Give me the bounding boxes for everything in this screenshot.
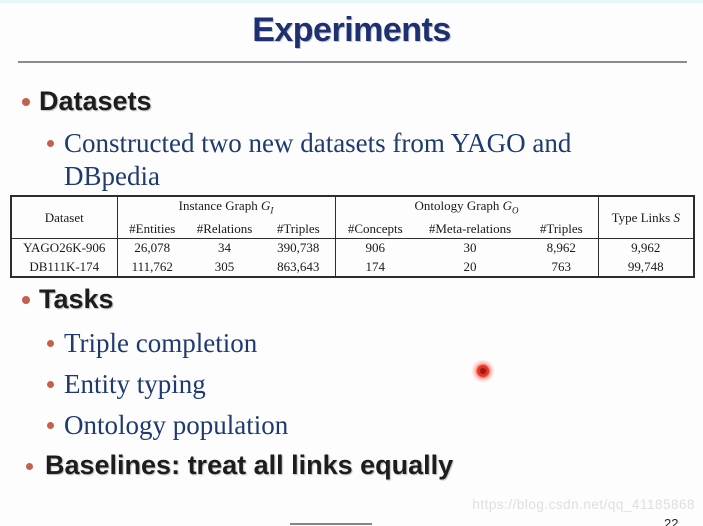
col-header-ontology-triples: #Triples bbox=[525, 219, 599, 240]
cell-ontology-triples: 8,962 bbox=[525, 238, 599, 258]
col-header-type-links: Type Links S bbox=[598, 196, 695, 240]
bullet-label: Ontology population bbox=[64, 410, 289, 440]
title-divider bbox=[18, 61, 687, 63]
bullet-icon bbox=[47, 422, 54, 429]
bullet-item-entity-typing: Entity typing bbox=[47, 368, 206, 401]
cell-relations: 305 bbox=[214, 258, 235, 274]
bullet-item-baselines: Baselines: treat all links equally bbox=[26, 450, 453, 481]
cell-dataset: YAGO26K-906 bbox=[11, 238, 118, 258]
col-header-entities: #Entities bbox=[117, 219, 187, 240]
bullet-label: Triple completion bbox=[64, 328, 258, 358]
bullet-label: Datasets bbox=[39, 86, 152, 116]
table-row: DB111K-174 111,762 305 863,643 174 20 76… bbox=[11, 257, 694, 277]
bullet-icon bbox=[47, 381, 54, 388]
datasets-table: Dataset Instance Graph GI Ontology Graph… bbox=[10, 195, 696, 278]
top-edge-strip bbox=[0, 0, 703, 3]
col-label: Type Links bbox=[611, 209, 674, 225]
bullet-item-tasks: Tasks bbox=[22, 284, 114, 315]
page-number: 22 bbox=[664, 516, 679, 526]
cell-meta-relations: 30 bbox=[463, 240, 477, 256]
math-symbol-G: G bbox=[502, 198, 513, 213]
group-header-instance-graph: Instance Graph GI bbox=[117, 196, 336, 220]
col-header-relations: #Relations bbox=[187, 219, 262, 240]
cell-dataset: DB111K-174 bbox=[11, 257, 118, 277]
group-header-ontology-graph: Ontology Graph GO bbox=[335, 196, 599, 220]
col-header-meta-relations: #Meta-relations bbox=[415, 219, 526, 240]
cell-instance-triples: 863,643 bbox=[262, 257, 336, 277]
bullet-icon bbox=[22, 296, 30, 304]
cell-relations: 34 bbox=[218, 240, 231, 256]
col-header-concepts: #Concepts bbox=[335, 219, 416, 240]
bottom-edge-line bbox=[290, 523, 372, 525]
cell-entities: 111,762 bbox=[131, 258, 173, 274]
cell-ontology-triples: 763 bbox=[525, 257, 599, 277]
bullet-item-constructed: Constructed two new datasets from YAGO a… bbox=[47, 127, 654, 193]
cell-type-links: 99,748 bbox=[627, 258, 664, 274]
bullet-icon bbox=[22, 98, 30, 106]
bullet-icon bbox=[26, 463, 33, 470]
bullet-item-triple-completion: Triple completion bbox=[47, 327, 257, 360]
cell-type-links: 9,962 bbox=[631, 240, 661, 256]
bullet-label: Constructed two new datasets from YAGO a… bbox=[64, 128, 572, 191]
col-header-instance-triples: #Triples bbox=[262, 219, 336, 240]
bullet-icon bbox=[47, 140, 54, 147]
cell-instance-triples: 390,738 bbox=[262, 238, 336, 258]
bullet-label: Baselines: treat all links equally bbox=[45, 450, 454, 480]
laser-pointer-dot bbox=[471, 359, 495, 383]
col-header-dataset: Dataset bbox=[11, 196, 118, 240]
math-subscript: I bbox=[270, 205, 274, 216]
math-subscript: O bbox=[512, 205, 519, 216]
bullet-icon bbox=[47, 340, 54, 347]
cell-concepts: 174 bbox=[365, 258, 386, 274]
table-row: YAGO26K-906 26,078 34 390,738 906 30 8,9… bbox=[11, 238, 694, 258]
slide-title: Experiments bbox=[252, 11, 451, 49]
bullet-item-ontology-population: Ontology population bbox=[47, 409, 288, 442]
watermark: https://blog.csdn.net/qq_41185868 bbox=[472, 497, 695, 512]
bullet-item-datasets: Datasets bbox=[22, 86, 152, 117]
bullet-label: Entity typing bbox=[64, 369, 206, 399]
group-label: Ontology Graph bbox=[414, 198, 503, 213]
bullet-label: Tasks bbox=[39, 284, 114, 314]
cell-meta-relations: 20 bbox=[463, 258, 477, 274]
cell-concepts: 906 bbox=[365, 240, 386, 256]
cell-entities: 26,078 bbox=[134, 240, 171, 256]
math-symbol-S: S bbox=[673, 209, 680, 225]
math-symbol-G: G bbox=[260, 198, 271, 213]
group-label: Instance Graph bbox=[178, 198, 261, 213]
